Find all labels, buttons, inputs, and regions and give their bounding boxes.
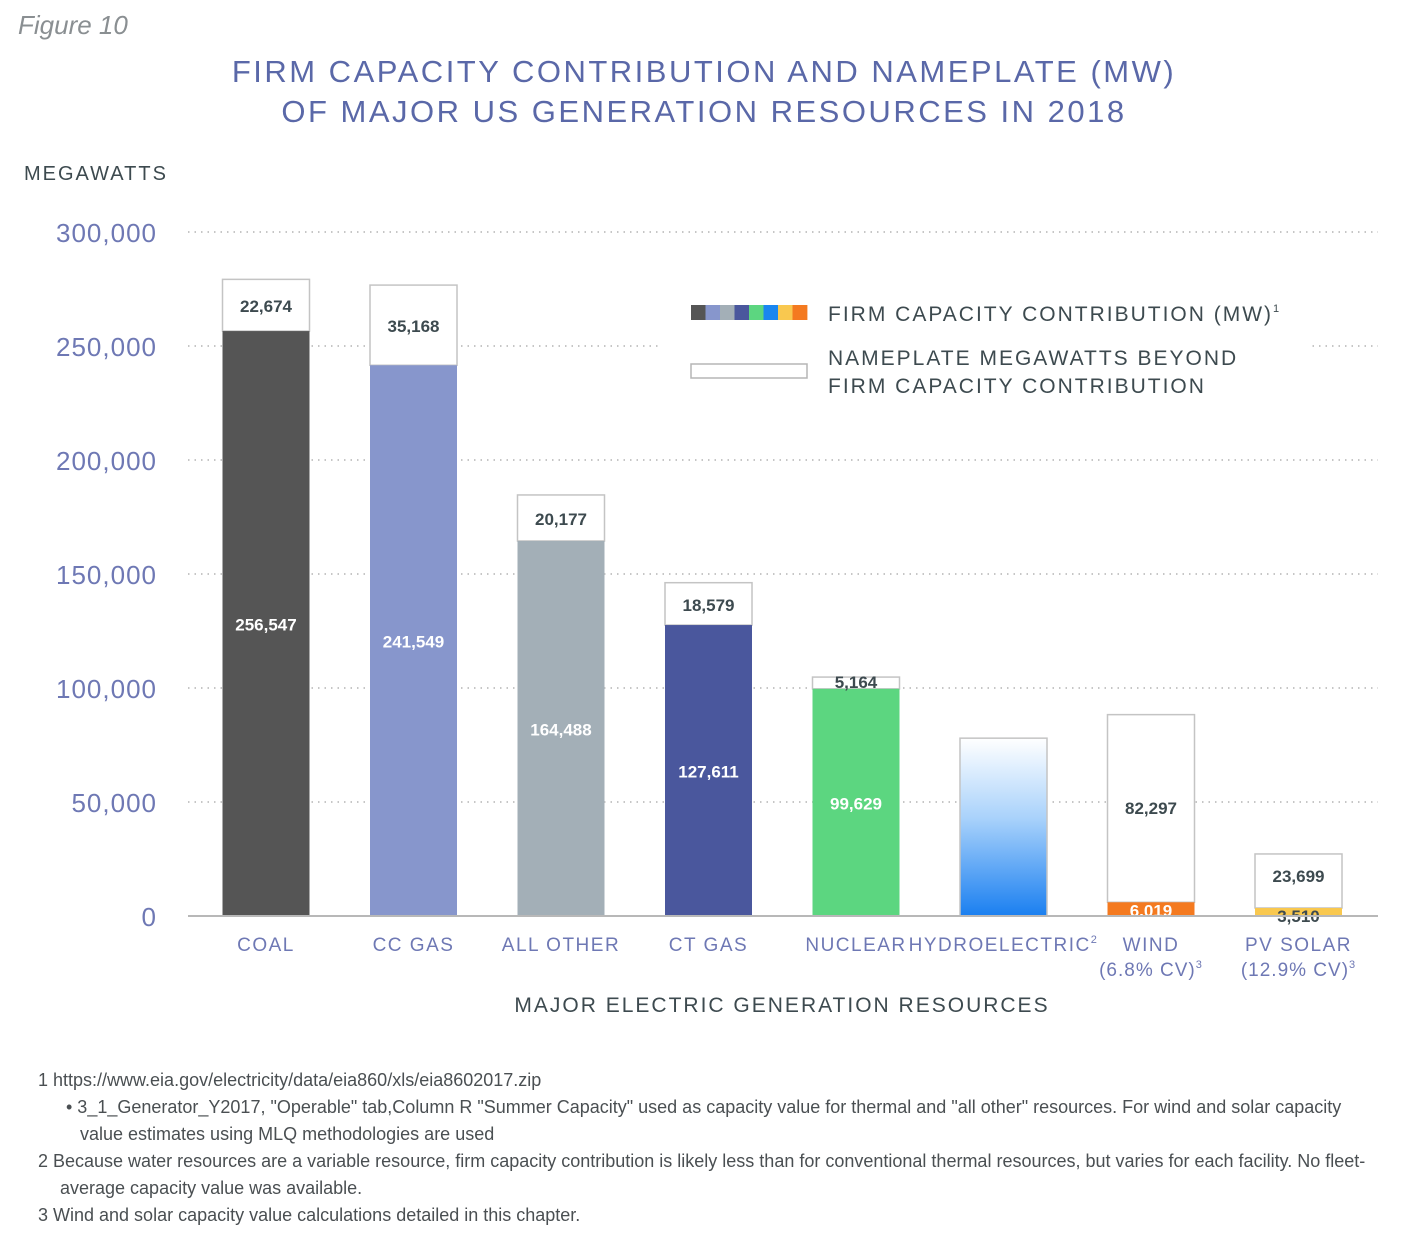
legend-swatch-segment: [734, 305, 750, 320]
legend-swatch-segment: [720, 305, 735, 320]
bar-nameplate-value-label: 35,168: [388, 317, 440, 336]
y-tick-label: 50,000: [71, 788, 157, 818]
bar-group: 256,547 22,674: [221, 278, 311, 916]
x-axis-ticks: COAL CC GAS ALL OTHER CT GAS NUCLEAR HYDROELE…: [237, 934, 1356, 981]
x-tick-label: CC GAS: [373, 935, 455, 956]
legend-nameplate-label-line-2: FIRM CAPACITY CONTRIBUTION: [828, 375, 1206, 398]
bar-group: 164,488 20,177: [516, 494, 606, 916]
y-axis-ticks: 0 50,000 100,000 150,000 200,000 250,000 300,0…: [56, 218, 157, 932]
bar-group: [959, 737, 1048, 917]
legend-firm-label: FIRM CAPACITY CONTRIBUTION (MW)1: [828, 303, 1281, 326]
figure-label: Figure 10: [18, 10, 128, 40]
bar-nameplate-extra: [1254, 853, 1343, 909]
bar-firm-value-label: 164,488: [530, 720, 591, 739]
bar-nameplate-value-label: 23,699: [1273, 867, 1325, 886]
chart-title-line-2: OF MAJOR US GENERATION RESOURCES IN 2018: [281, 94, 1127, 129]
bar-group: 6,019 82,297: [1106, 713, 1196, 920]
bar-firm: [370, 365, 457, 916]
bar-group: 127,611 18,579: [664, 581, 753, 916]
bar-nameplate-value-label: 18,579: [683, 596, 735, 615]
y-tick-label: 0: [142, 902, 157, 932]
bar-nameplate-extra: [221, 278, 311, 332]
x-tick-sublabel: (6.8% CV)3: [1099, 959, 1203, 981]
bar-nameplate-value-label: 5,164: [835, 673, 878, 692]
bar-firm: [517, 540, 605, 916]
legend-swatch-segment: [778, 305, 793, 320]
bar-firm-value-label: 127,611: [678, 763, 739, 782]
y-tick-label: 100,000: [56, 674, 157, 704]
bars: 256,54722,674241,54935,168164,48820,1771…: [221, 278, 1343, 926]
bar-firm-value-label: 256,547: [235, 616, 296, 635]
bar-group: 241,549 35,168: [369, 284, 458, 916]
x-tick-sublabel: (12.9% CV)3: [1241, 959, 1356, 981]
legend-nameplate-label-line-1: NAMEPLATE MEGAWATTS BEYOND: [828, 347, 1238, 370]
x-tick-label: WIND: [1123, 935, 1180, 956]
bar-firm: [222, 331, 310, 916]
bar-nameplate-value-label: 82,297: [1125, 799, 1177, 818]
y-tick-label: 300,000: [56, 218, 157, 248]
bar-group: 99,629 5,164: [811, 673, 901, 916]
footnote-3: 3 Wind and solar capacity value calculat…: [38, 1205, 581, 1225]
legend: FIRM CAPACITY CONTRIBUTION (MW)1 NAMEPLA…: [690, 303, 1281, 398]
legend-swatch-segment: [749, 305, 764, 320]
legend-swatch-segment: [705, 305, 721, 320]
bar-nameplate-extra: [369, 284, 458, 367]
footnote-1: 1 https://www.eia.gov/electricity/data/e…: [38, 1070, 542, 1090]
x-tick-label: COAL: [237, 935, 295, 956]
y-tick-label: 150,000: [56, 560, 157, 590]
bar-firm-value-label: 99,629: [830, 794, 882, 813]
x-tick-label: CT GAS: [669, 935, 748, 956]
bar-firm: [665, 625, 752, 916]
bar-firm-value-label: 6,019: [1130, 901, 1173, 920]
y-axis-label: MEGAWATTS: [24, 163, 168, 185]
legend-firm-swatch: [691, 305, 808, 320]
bar-hydro: [959, 737, 1048, 917]
bar-nameplate-extra: [516, 494, 606, 542]
legend-swatch-segment: [691, 305, 706, 320]
y-tick-label: 250,000: [56, 332, 157, 362]
x-tick-label: NUCLEAR: [805, 935, 906, 956]
legend-nameplate-swatch: [690, 363, 808, 379]
legend-swatch-segment: [763, 305, 779, 320]
chart-title-line-1: FIRM CAPACITY CONTRIBUTION AND NAMEPLATE…: [231, 54, 1177, 89]
bar-nameplate-value-label: 20,177: [535, 510, 587, 529]
footnotes: 1 https://www.eia.gov/electricity/data/e…: [38, 1067, 1383, 1229]
legend-swatch-segment: [792, 305, 808, 320]
bar-firm-value-label: 241,549: [383, 633, 444, 652]
footnote-2: 2 Because water resources are a variable…: [38, 1151, 1366, 1198]
bar-nameplate-extra: [1106, 713, 1196, 904]
bar-chart: 0 50,000 100,000 150,000 200,000 250,000 300,0…: [24, 163, 1378, 1017]
bar-firm: [1255, 907, 1342, 916]
footnote-1-bullet: • 3_1_Generator_Y2017, "Operable" tab,Co…: [66, 1097, 1342, 1144]
x-tick-label: PV SOLAR: [1245, 935, 1352, 956]
bar-nameplate-extra: [664, 581, 753, 626]
x-axis-label: MAJOR ELECTRIC GENERATION RESOURCES: [514, 994, 1049, 1017]
bar-firm: [1107, 902, 1195, 916]
bar-firm: [812, 688, 900, 916]
bar-nameplate-value-label: 22,674: [240, 297, 293, 316]
x-tick-label: HYDROELECTRIC2: [909, 934, 1099, 956]
x-tick-label: ALL OTHER: [502, 935, 620, 956]
y-tick-label: 200,000: [56, 446, 157, 476]
chart-title: FIRM CAPACITY CONTRIBUTION AND NAMEPLATE…: [0, 52, 1408, 132]
